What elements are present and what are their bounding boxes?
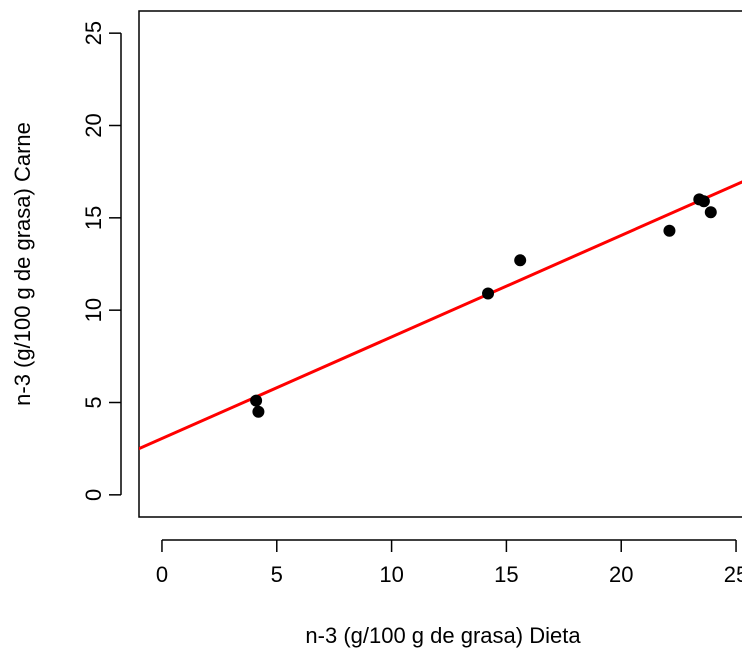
plot-frame — [138, 10, 742, 518]
y-tick-label: 10 — [81, 298, 106, 322]
y-tick-label: 20 — [81, 113, 106, 137]
y-tick-label: 15 — [81, 206, 106, 230]
data-point — [250, 394, 263, 407]
data-point — [482, 287, 495, 300]
x-tick-label: 15 — [494, 562, 518, 587]
x-axis-label: n-3 (g/100 g de grasa) Dieta — [305, 623, 581, 648]
x-tick-label: 10 — [379, 562, 403, 587]
data-point — [514, 254, 527, 267]
x-tick-label: 20 — [609, 562, 633, 587]
y-tick-label: 0 — [81, 489, 106, 501]
x-tick-label: 0 — [156, 562, 168, 587]
data-point — [697, 195, 710, 208]
x-tick-label: 5 — [271, 562, 283, 587]
data-point — [252, 405, 265, 418]
x-tick-label: 25 — [724, 562, 742, 587]
y-tick-label: 5 — [81, 396, 106, 408]
data-point — [663, 224, 676, 237]
regression-line — [139, 180, 742, 451]
data-point — [704, 206, 717, 219]
y-tick-label: 25 — [81, 21, 106, 45]
y-axis-label: n-3 (g/100 g de grasa) Carne — [10, 122, 35, 406]
